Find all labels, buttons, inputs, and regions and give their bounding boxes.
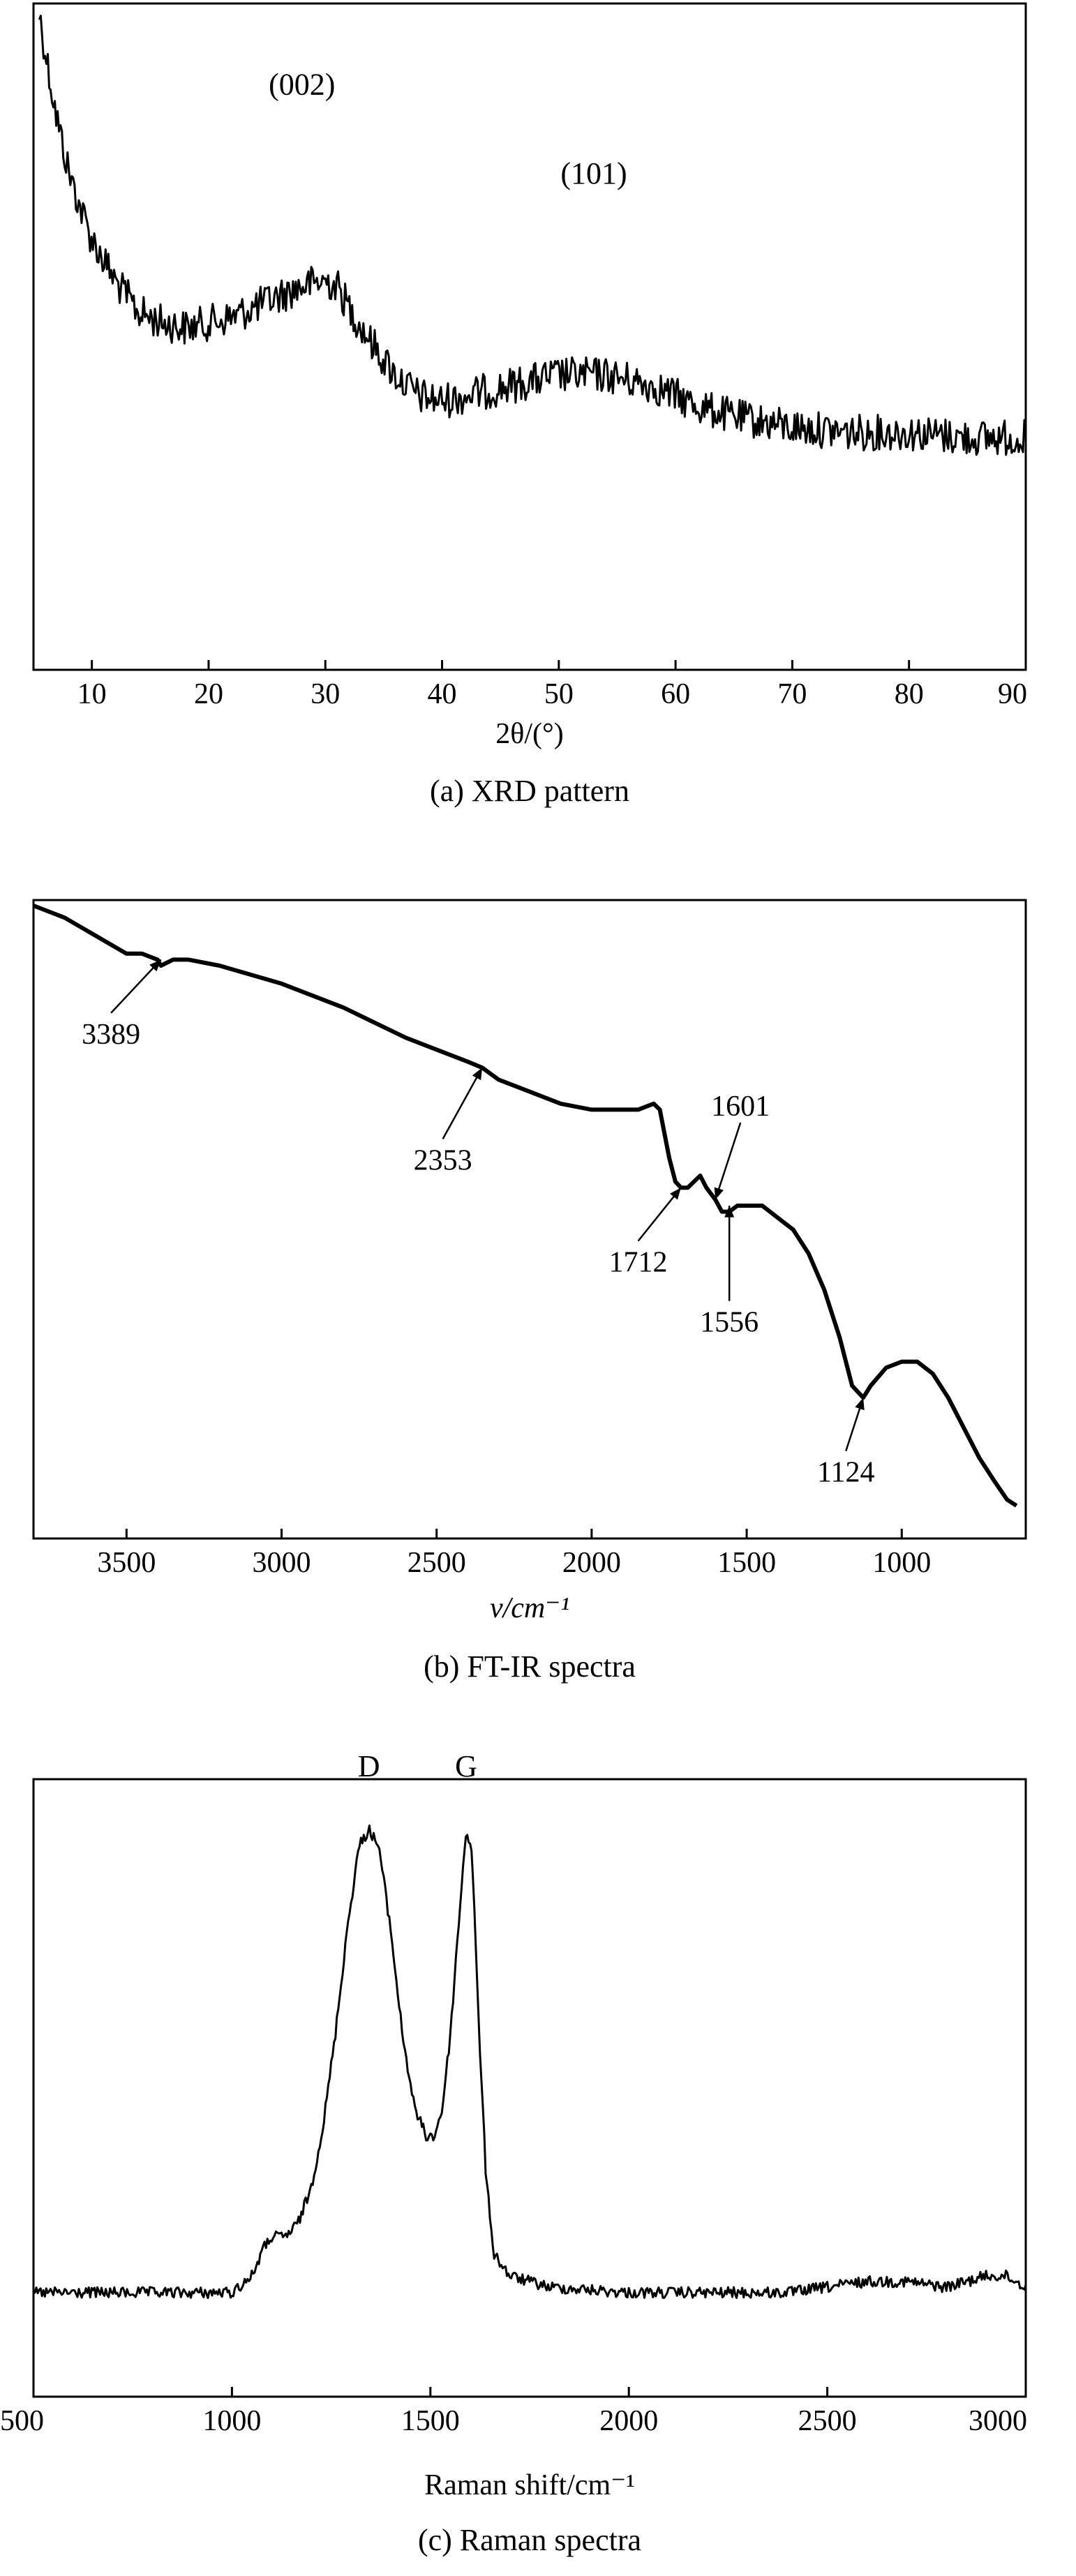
ftir-annotation-arrow <box>714 1122 742 1200</box>
ftir-x-tick-label: 1000 <box>872 1547 931 1579</box>
xrd-x-tick-labels: 10 20 30 40 50 60 70 80 90 <box>77 678 1027 710</box>
ftir-annotation-arrow <box>442 1067 484 1140</box>
ftir-annotation-arrowhead <box>855 1398 865 1411</box>
ftir-annotation-arrowhead <box>149 959 161 972</box>
raman-x-axis-label: Raman shift/cm⁻¹ <box>424 2469 635 2501</box>
xrd-x-ticks <box>91 660 1027 670</box>
raman-x-tick-label: 1500 <box>401 2405 460 2437</box>
ftir-caption: (b) FT-IR spectra <box>424 1649 636 1684</box>
ftir-x-tick-label: 3500 <box>97 1547 156 1579</box>
xrd-x-tick-label: 10 <box>77 678 107 710</box>
ftir-x-tick-labels: 3500 3000 2500 2000 1500 1000 <box>97 1547 931 1579</box>
raman-x-tick-label: 2500 <box>798 2405 857 2437</box>
xrd-annotations: (002) (101) <box>269 68 627 191</box>
xrd-x-axis-label: 2θ/(°) <box>495 718 564 750</box>
ftir-x-tick-label: 2000 <box>562 1547 621 1579</box>
ftir-annotation-label: 2353 <box>414 1144 472 1176</box>
xrd-plot-frame <box>32 2 1027 671</box>
raman-peak-label: D <box>358 1749 380 1783</box>
ftir-x-ticks <box>125 1529 903 1538</box>
xrd-x-tick-label: 90 <box>998 678 1027 710</box>
raman-spectrum-line <box>33 1825 1027 2300</box>
ftir-annotation-arrowhead <box>724 1206 735 1218</box>
raman-x-tick-label: 500 <box>0 2405 44 2437</box>
ftir-x-tick-label: 1500 <box>717 1547 776 1579</box>
ftir-annotation-arrowhead <box>670 1188 681 1200</box>
xrd-x-tick-label: 20 <box>194 678 223 710</box>
ftir-annotation-arrowhead <box>714 1187 724 1200</box>
ftir-x-tick-label: 2500 <box>408 1547 466 1579</box>
xrd-peak-label: (002) <box>269 68 335 102</box>
ftir-annotation-arrow <box>110 959 162 1014</box>
raman-x-tick-labels: 500 1000 1500 2000 2500 3000 <box>0 2405 1027 2437</box>
raman-x-tick-label: 1000 <box>202 2405 261 2437</box>
raman-x-tick-label: 2000 <box>599 2405 658 2437</box>
ftir-annotation-label: 1556 <box>700 1307 759 1339</box>
xrd-peak-label: (101) <box>560 156 627 190</box>
ftir-plot-frame <box>32 899 1027 1540</box>
xrd-x-tick-label: 40 <box>428 678 457 710</box>
xrd-pattern-line <box>38 15 1026 456</box>
xrd-caption: (a) XRD pattern <box>430 774 629 808</box>
raman-x-tick-label: 3000 <box>969 2405 1027 2437</box>
ftir-x-axis-label: ν/cm⁻¹ <box>490 1592 569 1624</box>
ftir-x-tick-label: 3000 <box>253 1547 311 1579</box>
ftir-annotation-arrowhead <box>472 1068 483 1081</box>
xrd-x-tick-label: 80 <box>895 678 924 710</box>
ftir-annotations: 3389 2353 1712 1601 1556 1124 <box>82 959 874 1489</box>
xrd-x-tick-label: 70 <box>777 678 807 710</box>
raman-plot-frame <box>32 1778 1027 2398</box>
raman-caption: (c) Raman spectra <box>418 2523 641 2557</box>
ftir-annotation-label: 1601 <box>711 1091 770 1123</box>
ftir-spectrum-line <box>32 904 1018 1508</box>
raman-x-ticks <box>32 2387 1027 2397</box>
xrd-panel: 10 20 30 40 50 60 70 80 90 (002) (101) 2θ/(°) (a)… <box>32 2 1027 808</box>
xrd-x-tick-label: 30 <box>311 678 340 710</box>
ftir-annotation-label: 1124 <box>817 1457 874 1489</box>
xrd-x-tick-label: 50 <box>544 678 574 710</box>
xrd-x-tick-label: 60 <box>661 678 690 710</box>
raman-peak-label: G <box>455 1749 477 1783</box>
ftir-annotation-label: 1712 <box>609 1247 668 1279</box>
ftir-panel: 3500 3000 2500 2000 1500 1000 3389 2353 1712 160… <box>32 899 1027 1684</box>
ftir-annotation-label: 3389 <box>82 1019 140 1051</box>
